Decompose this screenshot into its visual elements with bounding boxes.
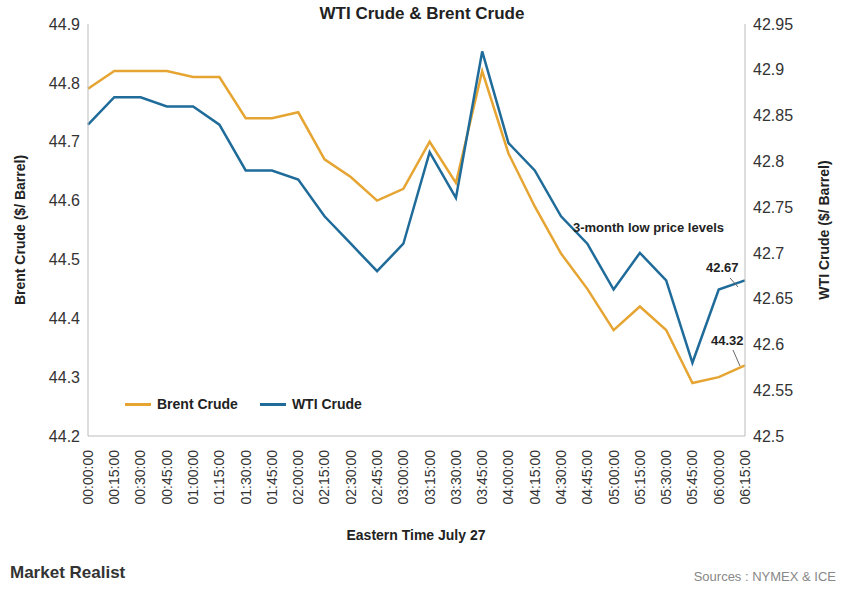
svg-text:00:00:00: 00:00:00 xyxy=(80,450,96,505)
svg-text:01:00:00: 01:00:00 xyxy=(185,450,201,505)
svg-text:44.8: 44.8 xyxy=(49,75,80,92)
svg-text:05:30:00: 05:30:00 xyxy=(658,450,674,505)
html-text:Market Realist: Market Realist xyxy=(10,563,126,582)
svg-text:04:30:00: 04:30:00 xyxy=(553,450,569,505)
svg-text:01:30:00: 01:30:00 xyxy=(238,450,254,505)
svg-text:02:15:00: 02:15:00 xyxy=(316,450,332,505)
svg-text:06:15:00: 06:15:00 xyxy=(737,450,753,505)
svg-text:42.85: 42.85 xyxy=(753,107,793,124)
svg-text:42.5: 42.5 xyxy=(753,428,784,445)
svg-text:04:45:00: 04:45:00 xyxy=(579,450,595,505)
svg-text:05:00:00: 05:00:00 xyxy=(606,450,622,505)
svg-text:42.8: 42.8 xyxy=(753,153,784,170)
svg-text:04:00:00: 04:00:00 xyxy=(500,450,516,505)
svg-text:44.6: 44.6 xyxy=(49,192,80,209)
html-text:WTI Crude: WTI Crude xyxy=(291,396,362,412)
html-text:WTI Crude & Brent Crude: WTI Crude & Brent Crude xyxy=(319,4,525,23)
svg-text:02:45:00: 02:45:00 xyxy=(369,450,385,505)
svg-text:42.75: 42.75 xyxy=(753,199,793,216)
html-text:Eastern Time July 27: Eastern Time July 27 xyxy=(346,527,486,543)
svg-text:42.65: 42.65 xyxy=(753,290,793,307)
svg-text:44.4: 44.4 xyxy=(49,310,80,327)
svg-text:03:30:00: 03:30:00 xyxy=(448,450,464,505)
svg-text:01:45:00: 01:45:00 xyxy=(264,450,280,505)
svg-text:05:15:00: 05:15:00 xyxy=(632,450,648,505)
html-text:3-month low price levels: 3-month low price levels xyxy=(573,220,724,235)
html-text:Sources : NYMEX & ICE: Sources : NYMEX & ICE xyxy=(693,569,836,584)
svg-text:42.6: 42.6 xyxy=(753,336,784,353)
svg-text:02:00:00: 02:00:00 xyxy=(290,450,306,505)
html-text:WTI Crude ($/ Barrel): WTI Crude ($/ Barrel) xyxy=(816,160,832,300)
svg-text:05:45:00: 05:45:00 xyxy=(684,450,700,505)
svg-text:02:30:00: 02:30:00 xyxy=(343,450,359,505)
svg-text:44.5: 44.5 xyxy=(49,251,80,268)
svg-text:03:00:00: 03:00:00 xyxy=(395,450,411,505)
svg-text:01:15:00: 01:15:00 xyxy=(211,450,227,505)
svg-text:44.2: 44.2 xyxy=(49,428,80,445)
html-text:Brent Crude: Brent Crude xyxy=(157,396,238,412)
html-text:42.67: 42.67 xyxy=(706,260,739,275)
svg-text:42.95: 42.95 xyxy=(753,16,793,33)
svg-text:06:00:00: 06:00:00 xyxy=(711,450,727,505)
svg-text:00:30:00: 00:30:00 xyxy=(132,450,148,505)
svg-text:44.7: 44.7 xyxy=(49,133,80,150)
html-text:Brent Crude ($/ Barrel): Brent Crude ($/ Barrel) xyxy=(12,154,28,306)
svg-text:44.9: 44.9 xyxy=(49,16,80,33)
svg-text:04:15:00: 04:15:00 xyxy=(527,450,543,505)
svg-text:42.9: 42.9 xyxy=(753,61,784,78)
svg-text:03:45:00: 03:45:00 xyxy=(474,450,490,505)
svg-text:00:15:00: 00:15:00 xyxy=(106,450,122,505)
svg-text:00:45:00: 00:45:00 xyxy=(159,450,175,505)
svg-text:42.55: 42.55 xyxy=(753,382,793,399)
svg-text:42.7: 42.7 xyxy=(753,245,784,262)
svg-text:03:15:00: 03:15:00 xyxy=(422,450,438,505)
html-text:44.32: 44.32 xyxy=(711,333,744,348)
svg-text:44.3: 44.3 xyxy=(49,369,80,386)
